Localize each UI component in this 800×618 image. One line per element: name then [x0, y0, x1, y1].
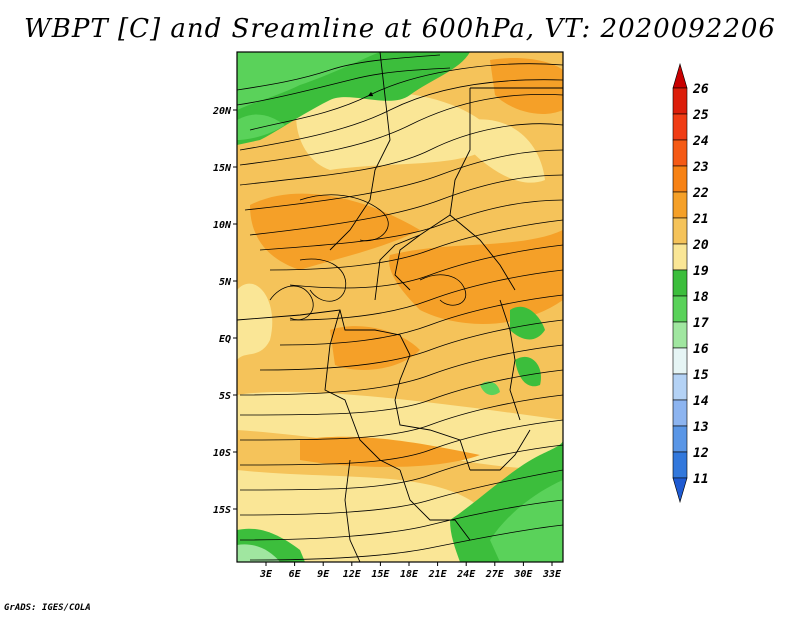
colorbar-segment — [672, 295, 688, 323]
map-frame — [236, 51, 564, 563]
colorbar-segment — [672, 269, 688, 297]
colorbar-label: 15 — [693, 368, 709, 383]
colorbar-segment — [672, 373, 688, 401]
x-axis: 3E 6E 9E 12E 15E 18E 21E 24E 27E 30E 33E — [259, 562, 562, 580]
x-tick-label: 6E — [289, 569, 302, 580]
y-tick-label: 5S — [219, 391, 231, 402]
y-tick-label: 10S — [213, 448, 231, 459]
colorbar-label: 26 — [692, 82, 709, 97]
colorbar-segment — [672, 347, 688, 375]
colorbar-label: 12 — [693, 446, 709, 461]
colorbar-bottom-triangle — [672, 477, 688, 504]
colorbar-label: 24 — [692, 134, 709, 149]
x-tick-label: 9E — [317, 569, 330, 580]
x-tick-label: 33E — [542, 569, 562, 580]
colorbar-segment — [672, 139, 688, 167]
colorbar-segment — [672, 165, 688, 193]
x-tick-label: 3E — [259, 569, 273, 580]
colorbar: 26 25 24 23 22 21 20 19 18 17 16 15 14 13 12 11 — [672, 62, 709, 504]
colorbar-label: 21 — [692, 212, 709, 227]
colorbar-label: 16 — [693, 342, 709, 357]
y-tick-label: 15N — [213, 163, 232, 174]
colorbar-label: 13 — [693, 420, 709, 435]
x-tick-label: 18E — [400, 569, 419, 580]
colorbar-label: 14 — [693, 394, 709, 409]
x-tick-label: 12E — [343, 569, 362, 580]
colorbar-label: 22 — [692, 186, 709, 201]
x-tick-label: 15E — [371, 569, 390, 580]
x-tick-label: 21E — [428, 569, 448, 580]
colorbar-segment — [672, 451, 688, 479]
colorbar-label: 20 — [692, 238, 709, 253]
colorbar-label: 25 — [692, 108, 709, 123]
chart-title: WBPT [C] and Sreamline at 600hPa, VT: 20… — [24, 14, 776, 44]
colorbar-label: 11 — [693, 472, 709, 487]
colorbar-segment — [672, 243, 688, 271]
map-plot-area — [237, 52, 563, 562]
colorbar-segment — [672, 191, 688, 219]
colorbar-segment — [672, 113, 688, 141]
x-tick-label: 30E — [513, 569, 533, 580]
colorbar-label: 23 — [692, 160, 709, 175]
country-borders — [237, 52, 563, 562]
streamlines — [237, 54, 563, 561]
y-tick-label: 10N — [213, 220, 232, 231]
x-tick-label: 27E — [485, 569, 505, 580]
colorbar-segment — [672, 399, 688, 427]
y-tick-label: 20N — [212, 106, 232, 117]
y-tick-label: 15S — [213, 505, 231, 516]
colorbar-label: 17 — [693, 316, 709, 331]
y-tick-label: EQ — [219, 334, 231, 345]
x-tick-label: 24E — [456, 569, 476, 580]
y-axis: 20N 15N 10N 5N EQ 5S 10S 15S — [212, 106, 237, 516]
colorbar-segment — [672, 87, 688, 115]
colorbar-label: 18 — [693, 290, 709, 305]
colorbar-segment — [672, 425, 688, 453]
colorbar-top-triangle — [672, 62, 688, 89]
colorbar-segment — [672, 217, 688, 245]
grads-credit: GrADS: IGES/COLA — [4, 603, 91, 613]
y-tick-label: 5N — [219, 277, 232, 288]
colorbar-label: 19 — [693, 264, 709, 279]
colorbar-segment — [672, 321, 688, 349]
